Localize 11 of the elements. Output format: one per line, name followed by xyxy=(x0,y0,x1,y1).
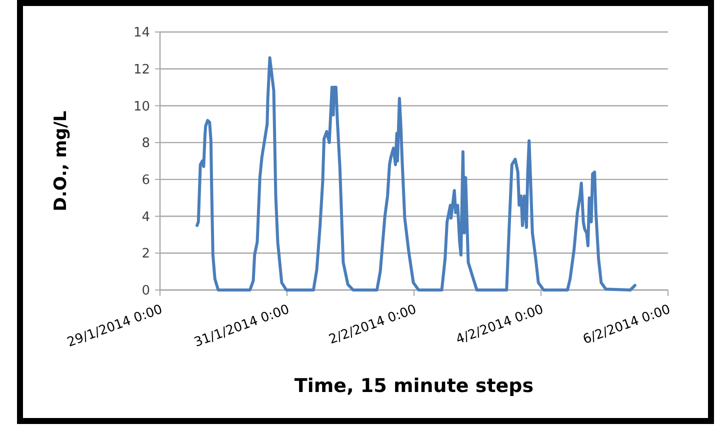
y-tick-label: 0 xyxy=(142,284,150,299)
y-tick-label: 6 xyxy=(142,172,150,188)
y-tick-label: 10 xyxy=(133,99,150,114)
y-tick-label: 12 xyxy=(133,62,150,78)
y-tick-label: 4 xyxy=(142,210,150,225)
line-series xyxy=(196,56,636,292)
x-axis-title: Time, 15 minute steps xyxy=(294,375,534,397)
y-tick-label: 14 xyxy=(133,26,150,41)
y-tick-label: 8 xyxy=(142,136,150,152)
y-axis-title: D.O., mg/L xyxy=(51,110,71,212)
y-tick-label: 2 xyxy=(142,246,150,262)
